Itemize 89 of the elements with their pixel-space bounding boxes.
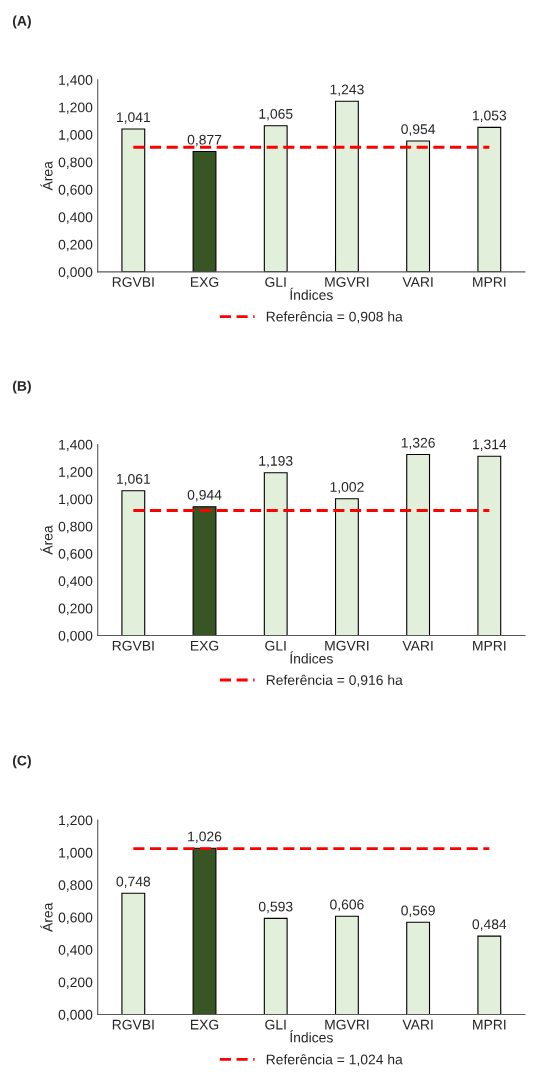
x-tick-label: VARI (402, 1019, 433, 1030)
x-tick-label: MGVRI (325, 640, 369, 651)
y-tick-label: 1,000 (59, 129, 93, 142)
y-tick-label: 0,600 (58, 184, 93, 197)
y-axis-title: Área (40, 161, 53, 191)
bar (192, 506, 217, 636)
y-tick-label: 0,200 (58, 603, 93, 616)
data-label: 0,877 (187, 134, 222, 147)
y-tick-label: 0,400 (58, 576, 93, 588)
data-label: 1,065 (259, 108, 293, 121)
y-axis-title: Área (40, 525, 53, 555)
x-tick-label: RGVBI (112, 640, 154, 651)
bar (121, 490, 146, 636)
legend-label: Referência = 1,024 ha (266, 1054, 403, 1067)
chart-title: (A) (12, 15, 31, 29)
x-tick-label: RGVBI (112, 277, 154, 287)
x-tick-label: GLI (265, 277, 286, 287)
y-tick-label: 0,200 (58, 239, 93, 252)
data-label: 1,026 (188, 831, 222, 844)
x-tick-label: MPRI (473, 640, 506, 651)
x-tick-label: EXG (191, 1019, 219, 1030)
y-tick-label: 0,000 (58, 630, 93, 643)
x-tick-label: RGVBI (112, 1019, 154, 1030)
x-tick-label: VARI (402, 640, 433, 651)
x-tick-label: MPRI (473, 277, 506, 287)
data-label: 1,053 (473, 110, 507, 123)
bar (477, 126, 502, 272)
x-tick-label: GLI (265, 1019, 286, 1030)
x-axis-title: Índices (290, 287, 333, 300)
data-label: 0,484 (472, 919, 507, 931)
data-label: 0,593 (258, 901, 293, 914)
y-tick-label: 0,400 (58, 945, 93, 957)
chart-title: (C) (12, 755, 31, 769)
data-label: 1,041 (117, 112, 151, 124)
data-label: 0,944 (187, 489, 222, 502)
data-label: 0,606 (330, 899, 364, 912)
bar (406, 453, 431, 636)
y-tick-label: 0,600 (58, 912, 93, 925)
data-label: 1,243 (330, 84, 364, 96)
x-tick-label: EXG (191, 277, 219, 287)
x-tick-label: VARI (402, 277, 433, 287)
y-tick-label: 0,800 (58, 880, 93, 892)
bar (334, 915, 359, 1015)
y-tick-label: 0,800 (58, 157, 93, 169)
bar (192, 150, 217, 272)
bar (121, 892, 146, 1015)
x-tick-label: EXG (191, 640, 219, 651)
bar (121, 128, 146, 272)
y-tick-label: 0,600 (58, 548, 93, 561)
bar (263, 917, 288, 1015)
bar (406, 140, 431, 272)
y-tick-label: 1,200 (59, 102, 93, 114)
x-tick-label: GLI (265, 640, 286, 651)
y-tick-label: 0,400 (58, 212, 93, 224)
x-tick-label: MGVRI (325, 277, 369, 287)
y-tick-label: 1,200 (59, 467, 93, 479)
legend-label: Referência = 0,916 ha (266, 674, 403, 687)
data-label: 1,002 (330, 482, 364, 494)
y-tick-label: 1,400 (59, 75, 93, 87)
data-label: 1,193 (259, 455, 293, 468)
data-label: 1,061 (117, 473, 151, 486)
data-label: 0,748 (116, 876, 151, 889)
y-tick-label: 0,200 (58, 977, 93, 989)
chart-title: (B) (12, 380, 31, 394)
y-tick-label: 0,000 (58, 267, 93, 279)
bar (192, 847, 217, 1015)
bar (263, 125, 288, 272)
y-tick-label: 0,000 (58, 1009, 93, 1022)
data-label: 1,326 (401, 437, 435, 450)
bar (406, 921, 431, 1015)
data-label: 0,954 (401, 124, 436, 136)
x-axis-title: Índices (290, 1030, 333, 1043)
data-label: 0,569 (401, 905, 435, 918)
bar (477, 935, 502, 1015)
bar (334, 100, 359, 272)
y-tick-label: 1,200 (59, 815, 93, 827)
bar (477, 455, 502, 636)
y-axis-title: Área (40, 902, 53, 932)
legend-label: Referência = 0,908 ha (266, 311, 403, 324)
y-tick-label: 1,000 (59, 494, 93, 506)
x-tick-label: MGVRI (325, 1019, 369, 1030)
y-tick-label: 1,400 (59, 439, 93, 452)
y-tick-label: 1,000 (59, 847, 93, 860)
data-label: 1,314 (473, 439, 507, 451)
bar (334, 498, 359, 636)
x-tick-label: MPRI (473, 1019, 506, 1030)
x-axis-title: Índices (290, 651, 333, 664)
y-tick-label: 0,800 (58, 521, 93, 534)
bar (263, 472, 288, 636)
